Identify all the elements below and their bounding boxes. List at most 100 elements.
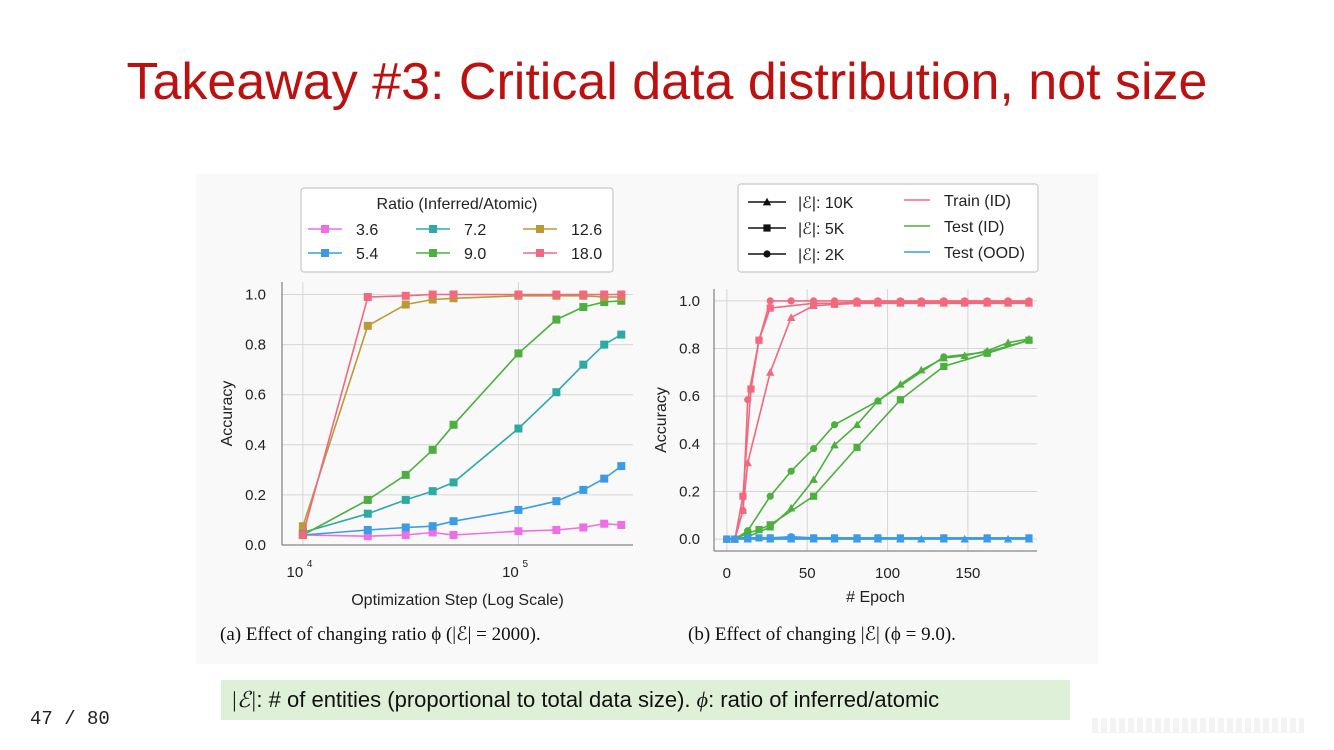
chart-a-series-3.6-line — [302, 522, 622, 538]
chart-a-xlabel: Optimization Step (Log Scale) — [351, 592, 564, 609]
chart-a-series-7.2-point — [514, 424, 523, 433]
chart-b-legend-marker-triangle — [762, 197, 772, 206]
chart-b-test-ood-2k-point — [787, 533, 795, 541]
chart-b-test-id-2k-point — [766, 492, 774, 500]
chart-b-test-ood-2k-point — [940, 534, 948, 542]
chart-a-series-5.4-point — [363, 525, 372, 534]
chart-b-test-ood-2k-point — [723, 535, 731, 543]
chart-a-series-7.2-point — [617, 330, 626, 339]
chart-a-legend-label: 7.2 — [464, 222, 486, 239]
faint-watermark — [1092, 718, 1304, 733]
chart-b-test-id-2k-point — [983, 348, 991, 356]
chart-b-train-id-5k-point — [747, 385, 755, 393]
chart-a-legend-marker — [429, 225, 437, 233]
chart-b-train-id-2k-point — [744, 396, 752, 404]
chart-b-legend-box — [737, 183, 1039, 273]
chart-a-series-12.6-point — [298, 522, 307, 531]
chart-a-series-12.6-point — [428, 295, 437, 304]
chart-a-series-5.4-point — [617, 462, 626, 471]
chart-a-legend-label: 18.0 — [571, 246, 602, 263]
chart-a-series-9.0-point — [514, 349, 523, 358]
chart-a-series-7.2-point — [579, 360, 588, 369]
chart-b-train-id-2k-point — [961, 297, 969, 305]
chart-a-series-7.2-line — [302, 333, 622, 534]
chart-b-test-id-2k-point — [787, 467, 795, 475]
chart-a-series-12.6-line — [302, 295, 622, 527]
definition-note: |ℰ|: # of entities (proportional to tota… — [221, 680, 1070, 720]
chart-a-series-3.6-point — [449, 530, 458, 539]
chart-b-test-ood-2k-point — [810, 534, 818, 542]
figure-panel: 0.0 0.2 0.4 0.6 0.8 1.0 10 4 10 5 Optimization Ste… — [196, 174, 1098, 664]
chart-b-train-id-2k-point — [853, 297, 861, 305]
chart-b-test-ood-2k-point — [744, 534, 752, 542]
chart-a-series-9.0-point — [579, 303, 588, 312]
chart-b-train-id-2k-point — [830, 297, 839, 305]
chart-a-series-7.2-point — [449, 478, 458, 487]
chart-b-train-id-2k-point — [940, 297, 948, 305]
chart-a-series-3.6-point — [552, 525, 561, 534]
chart-b-train-id-5k-line — [726, 301, 1029, 540]
chart-a-legend-marker — [321, 249, 329, 257]
note-phi-symbol: ϕ — [696, 687, 709, 712]
chart-a-series-5.4-line — [302, 465, 622, 536]
chart-a-series-3.6-point — [428, 528, 437, 537]
chart-b-xtick-label: 150 — [955, 565, 980, 582]
chart-b-train-id-2k-line — [726, 300, 1029, 540]
chart-b-ytick-label: 0.2 — [679, 483, 700, 500]
chart-b-xtick-label: 0 — [723, 565, 731, 582]
chart-b-test-id-10k-point — [896, 380, 905, 388]
chart-a-series-18.0-point — [514, 290, 523, 299]
chart-b-legend-marker-label: |ℰ|: 10K — [798, 195, 854, 212]
chart-b-test-id-2k-line — [726, 339, 1030, 540]
page-counter: 47 / 80 — [30, 708, 110, 730]
chart-b-test-ood-2k-point — [766, 534, 774, 542]
chart-a-ytick-label: 0.4 — [245, 437, 266, 454]
chart-b-test-id-2k-point — [874, 397, 882, 405]
chart-a-ytick-label: 0.0 — [245, 537, 266, 554]
chart-a-legend-marker — [536, 225, 544, 233]
chart-a-series-18.0-point — [600, 290, 609, 299]
chart-a-ytick-label: 0.2 — [245, 487, 266, 504]
chart-a-series-7.2-point — [552, 388, 561, 397]
chart-b-train-id-10k-point — [786, 313, 796, 321]
chart-a-ytick-label: 1.0 — [245, 287, 266, 304]
chart-a-series-18.0-point — [298, 530, 307, 539]
chart-b-test-id-5k-point — [940, 362, 948, 371]
chart-a-series-5.4-point — [600, 474, 609, 483]
chart-b-ytick-label: 1.0 — [679, 293, 700, 310]
chart-b-test-id-10k-point — [830, 440, 839, 449]
chart-a-series-3.6-point — [401, 530, 410, 539]
chart-b-train-id-2k-point — [917, 297, 925, 305]
chart-b-train-id-2k-point — [896, 297, 905, 305]
chart-a-series-5.4-point — [401, 523, 410, 532]
chart-a-series-9.0-point — [363, 495, 372, 504]
chart-a-series-5.4-point — [514, 505, 523, 514]
chart-b-train-id-2k-point — [739, 506, 747, 515]
chart-b-test-id-5k-point — [810, 492, 818, 500]
chart-b-test-id-2k-point — [744, 527, 752, 535]
chart-a-series-3.6-point — [600, 519, 609, 528]
chart-b-train-id-5k-point — [766, 304, 774, 312]
chart-b-legend-marker-circle — [763, 250, 771, 258]
chart-a-series-5.4-point — [428, 522, 437, 531]
note-entities-symbol: |ℰ| — [231, 687, 257, 712]
chart-b-test-ood-2k-point — [830, 534, 839, 542]
slide-title: Takeaway #3: Critical data distribution,… — [126, 53, 1208, 111]
chart-a-series-9.0-line — [302, 300, 622, 536]
chart-b-test-id-5k-line — [726, 339, 1030, 540]
chart-b-test-ood-2k-point — [731, 535, 739, 543]
chart-b-test-id-5k-point — [853, 443, 861, 451]
chart-a-xtick-exponent: 5 — [522, 559, 528, 570]
chart-a-legend-label: 9.0 — [464, 246, 486, 263]
chart-b-test-id-10k-point — [1003, 338, 1013, 346]
chart-a-ytick-label: 0.6 — [245, 387, 266, 404]
chart-a-legend-marker — [429, 249, 437, 257]
chart-a-series-9.0-point — [428, 445, 437, 454]
chart-b-test-id-2k-point — [830, 421, 839, 429]
chart-a-series-18.0-line — [302, 293, 622, 536]
chart-a-series-9.0-point — [449, 420, 458, 429]
chart-a-series-7.2-point — [600, 340, 609, 349]
chart-a-series-18.0-point — [449, 290, 458, 299]
chart-a-series-7.2-point — [428, 487, 437, 496]
chart-b-ytick-label: 0.0 — [679, 531, 700, 548]
